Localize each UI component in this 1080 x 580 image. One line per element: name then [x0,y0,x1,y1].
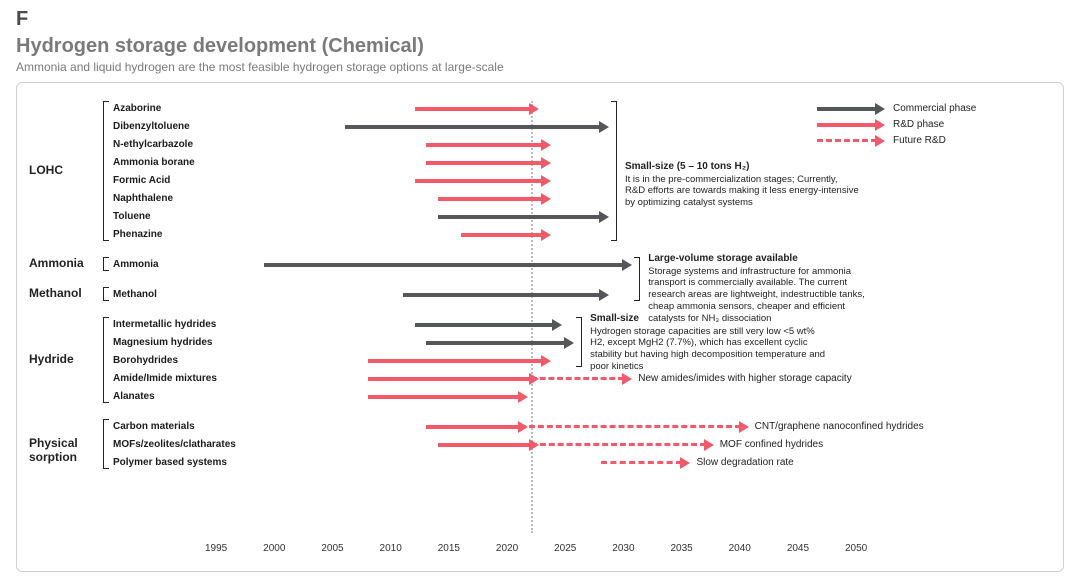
row-label: Carbon materials [113,421,195,432]
side-note: Small-sizeHydrogen storage capacities ar… [590,313,825,373]
timeline-arrow-future [601,461,682,465]
legend-label: Future R&D [893,135,946,146]
timeline-arrow-commercial [415,323,555,327]
axis-tick: 2010 [380,543,402,554]
timeline-arrow-rd [438,443,531,447]
side-note: Small-size (5 – 10 tons H₂)It is in the … [625,161,860,209]
timeline-arrow-commercial [426,341,566,345]
timeline-arrow-rd [438,197,543,201]
row-label: Dibenzyltoluene [113,121,190,132]
timeline-arrow-commercial [264,263,625,267]
axis-tick: 2025 [554,543,576,554]
row-label: Magnesium hydrides [113,337,212,348]
timeline-arrow-rd [426,425,519,429]
axis-tick: 2035 [670,543,692,554]
axis-tick: 1995 [205,543,227,554]
axis-tick: 2040 [729,543,751,554]
page-title: Hydrogen storage development (Chemical) [16,35,1064,58]
row-label: Ammonia borane [113,157,195,168]
chart-frame: Azaborine Dibenzyltoluene N-ethylcarbazole… [16,82,1064,572]
timeline-arrow-commercial [438,215,601,219]
axis-tick: 2030 [612,543,634,554]
row-label: Toluene [113,211,151,222]
legend-label: Commercial phase [893,103,976,114]
axis-tick: 2050 [845,543,867,554]
legend-arrow [817,123,877,127]
category-bracket [103,101,109,241]
timeline-arrow-rd [461,233,542,237]
category-bracket [103,419,109,469]
side-note-bracket [634,257,640,301]
timeline-arrow-rd [415,107,531,111]
timeline-arrow-rd [368,395,519,399]
legend-arrow [817,139,877,143]
category-label: Physical sorption [29,436,99,464]
future-note: MOF confined hydrides [720,439,823,450]
timeline-arrow-rd [426,143,542,147]
axis-tick: 2015 [438,543,460,554]
category-bracket [103,257,109,271]
timeline-arrow-rd [368,359,543,363]
row-label: Azaborine [113,103,161,114]
row-label: Methanol [113,289,157,300]
side-note-bracket [576,317,582,367]
page-logo: F [16,8,1064,31]
timeline-arrow-rd [426,161,542,165]
side-note-bracket [611,101,617,241]
timeline-arrow-future [531,443,706,447]
timeline-chart: Azaborine Dibenzyltoluene N-ethylcarbazole… [27,93,1053,567]
timeline-arrow-future [520,425,741,429]
row-label: Ammonia [113,259,159,270]
category-bracket [103,287,109,301]
category-label: Hydride [29,352,99,366]
axis-tick: 2005 [321,543,343,554]
timeline-arrow-rd [415,179,543,183]
category-label: LOHC [29,163,99,177]
row-label: Borohydrides [113,355,178,366]
future-note: Slow degradation rate [696,457,793,468]
row-label: Alanates [113,391,155,402]
row-label: N-ethylcarbazole [113,139,193,150]
timeline-arrow-commercial [403,293,601,297]
axis-tick: 2045 [787,543,809,554]
future-note: New amides/imides with higher storage ca… [638,373,851,384]
row-label: Polymer based systems [113,457,227,468]
today-marker [531,101,533,533]
axis-tick: 2020 [496,543,518,554]
page-subtitle: Ammonia and liquid hydrogen are the most… [16,60,1064,74]
row-label: MOFs/zeolites/clatharates [113,439,236,450]
row-label: Amide/Imide mixtures [113,373,217,384]
timeline-arrow-commercial [345,125,601,129]
timeline-arrow-future [531,377,624,381]
legend-arrow [817,107,877,111]
category-label: Methanol [29,286,99,300]
timeline-arrow-rd [368,377,531,381]
row-label: Formic Acid [113,175,170,186]
category-bracket [103,317,109,403]
future-note: CNT/graphene nanoconfined hydrides [755,421,924,432]
legend-label: R&D phase [893,119,944,130]
category-label: Ammonia [29,256,99,270]
row-label: Intermetallic hydrides [113,319,216,330]
row-label: Naphthalene [113,193,173,204]
axis-tick: 2000 [263,543,285,554]
row-label: Phenazine [113,229,162,240]
